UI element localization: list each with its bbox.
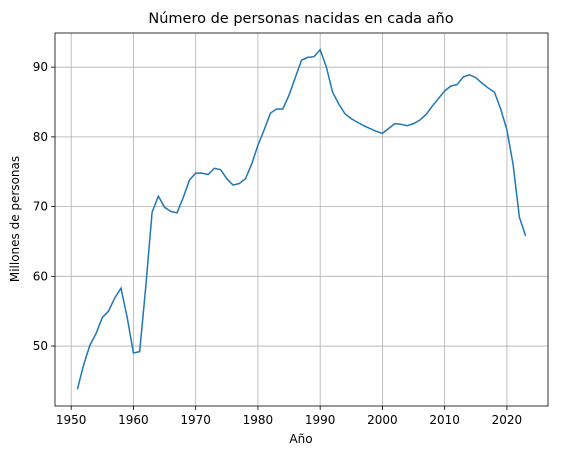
y-tick-label: 50 [33, 339, 48, 353]
x-tick-label: 1990 [305, 413, 336, 427]
x-tick-label: 2020 [492, 413, 523, 427]
x-axis-label: Año [289, 432, 312, 446]
x-tick-label: 2000 [367, 413, 398, 427]
x-tick-label: 2010 [429, 413, 460, 427]
x-tick-label: 1950 [56, 413, 87, 427]
line-series [76, 48, 527, 390]
y-tick-label: 80 [33, 130, 48, 144]
y-tick-label: 90 [33, 60, 48, 74]
y-tick-label: 60 [33, 269, 48, 283]
chart-title: Número de personas nacidas en cada año [148, 11, 453, 27]
y-axis-label: Millones de personas [8, 156, 22, 282]
x-tick-label: 1960 [118, 413, 149, 427]
x-tick-label: 1970 [180, 413, 211, 427]
plot-frame [54, 32, 549, 407]
x-tick-label: 1980 [243, 413, 274, 427]
y-tick-label: 70 [33, 200, 48, 214]
